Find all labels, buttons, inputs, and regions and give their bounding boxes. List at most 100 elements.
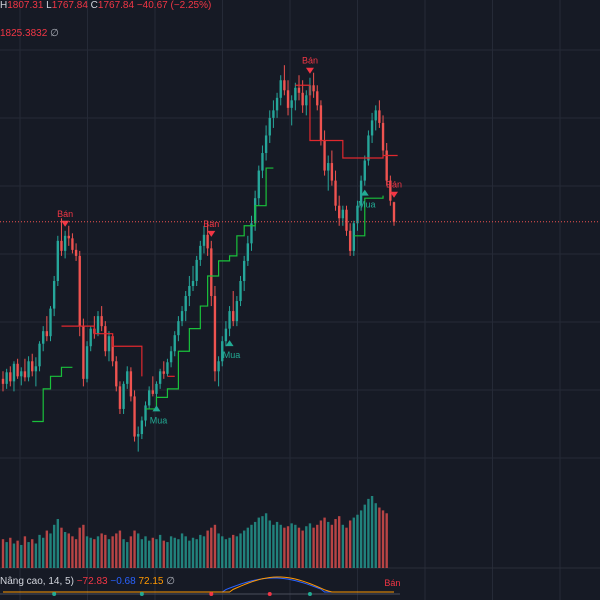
volume-bar bbox=[27, 542, 30, 568]
candle-body bbox=[23, 371, 27, 378]
candle-body bbox=[63, 235, 67, 251]
volume-bar bbox=[327, 521, 330, 568]
candle-body bbox=[359, 180, 363, 206]
candle-body bbox=[158, 371, 162, 384]
candle-body bbox=[370, 120, 374, 136]
candle-body bbox=[155, 383, 158, 394]
candle-body bbox=[312, 85, 315, 92]
candle-body bbox=[188, 286, 191, 297]
candle-body bbox=[56, 240, 60, 281]
candle-body bbox=[199, 245, 202, 260]
volume-bar bbox=[111, 536, 114, 568]
volume-bar bbox=[166, 542, 169, 568]
oscillator-signal-dot bbox=[307, 592, 312, 596]
candle-body bbox=[166, 362, 169, 374]
volume-bar bbox=[341, 524, 345, 568]
volume-bar bbox=[290, 523, 293, 568]
volume-bar bbox=[31, 539, 34, 568]
volume-bar bbox=[49, 533, 52, 568]
volume-bar bbox=[378, 507, 381, 568]
volume-bar bbox=[356, 514, 359, 568]
candle-body bbox=[133, 396, 136, 437]
volume-bar bbox=[147, 540, 151, 568]
candle-body bbox=[140, 420, 144, 435]
volume-bar bbox=[213, 524, 217, 568]
volume-bar bbox=[93, 539, 96, 568]
candle-body bbox=[272, 110, 275, 118]
oscillator-value-2: −0.68 bbox=[110, 576, 136, 587]
volume-bar bbox=[257, 517, 260, 568]
candle-body bbox=[118, 386, 122, 409]
volume-bar bbox=[137, 533, 140, 568]
volume-bar bbox=[67, 533, 70, 568]
candle-body bbox=[180, 311, 184, 322]
volume-bar bbox=[173, 537, 176, 568]
candle-body bbox=[206, 234, 209, 249]
volume-bar bbox=[96, 536, 100, 568]
candle-body bbox=[213, 296, 217, 372]
volume-bar bbox=[275, 521, 279, 568]
volume-bar bbox=[115, 533, 118, 568]
candle-body bbox=[316, 91, 319, 106]
candle-body bbox=[34, 366, 38, 372]
volume-bar bbox=[228, 537, 231, 568]
candle-body bbox=[169, 351, 173, 363]
candle-body bbox=[257, 170, 260, 199]
sell-signal-arrow bbox=[207, 230, 216, 237]
candle-body bbox=[319, 105, 323, 141]
candle-body bbox=[378, 110, 381, 123]
oscillator-signal-dot bbox=[52, 592, 57, 596]
candle-body bbox=[323, 140, 326, 171]
volume-bar bbox=[20, 544, 23, 568]
volume-bar bbox=[71, 536, 74, 568]
volume-bar bbox=[242, 530, 246, 568]
candle-body bbox=[246, 243, 250, 261]
buy-signal-arrow bbox=[152, 405, 161, 412]
candle-body bbox=[279, 80, 282, 98]
volume-bar bbox=[294, 524, 297, 568]
candle-body bbox=[305, 95, 308, 106]
sell-signal-label: Bán bbox=[302, 56, 318, 66]
buy-signal-label: Mua bbox=[358, 200, 376, 210]
sell-signal-arrow bbox=[390, 191, 398, 198]
volume-bar bbox=[78, 527, 81, 568]
volume-bar bbox=[221, 536, 224, 568]
oscillator-signal-dot bbox=[267, 592, 272, 596]
volume-bar bbox=[345, 527, 348, 568]
candle-body bbox=[235, 301, 239, 322]
candle-body bbox=[348, 230, 352, 251]
volume-bar bbox=[334, 519, 337, 568]
candle-body bbox=[85, 346, 89, 379]
candle-body bbox=[12, 363, 16, 382]
indicator-hide-icon[interactable]: ∅ bbox=[50, 28, 59, 39]
candle-body bbox=[367, 135, 370, 161]
candle-body bbox=[297, 87, 301, 93]
volume-bar bbox=[118, 530, 122, 568]
candle-body bbox=[137, 434, 140, 437]
volume-bar bbox=[107, 539, 111, 568]
candle-body bbox=[337, 205, 341, 219]
candle-body bbox=[177, 321, 180, 336]
buy-signal-label: Mua bbox=[223, 350, 241, 360]
candle-body bbox=[100, 316, 103, 327]
candle-body bbox=[250, 223, 253, 244]
volume-bar bbox=[151, 537, 155, 568]
buy-signal-arrow bbox=[360, 189, 369, 196]
volume-bar bbox=[253, 521, 257, 568]
oscillator-hide-icon[interactable]: ∅ bbox=[166, 576, 175, 587]
volume-bar bbox=[250, 524, 253, 568]
candle-body bbox=[20, 371, 23, 377]
low-label: L bbox=[46, 0, 52, 11]
volume-bar bbox=[210, 527, 213, 568]
candle-body bbox=[71, 238, 74, 250]
candle-body bbox=[107, 336, 111, 352]
trail-line-green bbox=[32, 366, 73, 423]
volume-bar bbox=[370, 496, 374, 568]
volume-bar bbox=[162, 540, 165, 568]
candle-body bbox=[27, 361, 30, 378]
oscillator-value-1: −72.83 bbox=[76, 576, 108, 587]
volume-bar bbox=[133, 530, 136, 568]
volume-bar bbox=[180, 533, 184, 568]
volume-bar bbox=[85, 536, 89, 568]
